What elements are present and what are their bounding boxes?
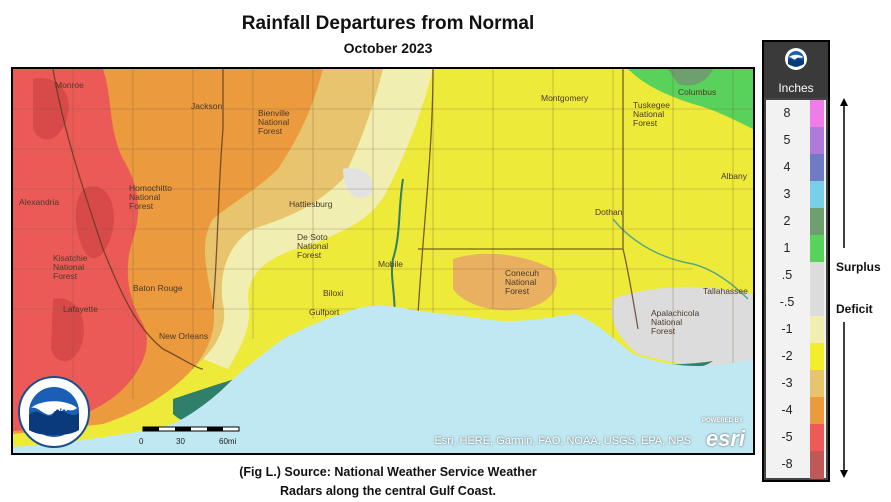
city-label: Jackson	[191, 101, 223, 111]
region-deep-red-dark	[33, 78, 114, 362]
forest-label: Homochitto National Forest	[129, 183, 172, 211]
legend-swatch	[810, 208, 824, 236]
legend-bin-label: 4	[783, 159, 791, 174]
city-label: Monroe	[55, 80, 84, 90]
legend-swatch	[810, 424, 824, 452]
scale-label-0: 0	[139, 437, 144, 446]
legend-swatch	[810, 127, 824, 155]
region-pale	[203, 69, 433, 369]
esri-powered-text: POWERED BY	[701, 418, 743, 424]
forest-label: Conecuh National Forest	[505, 268, 540, 296]
legend-swatch	[810, 397, 824, 425]
deficit-label: Deficit	[836, 302, 873, 316]
legend-swatch	[810, 181, 824, 209]
legend-unit-label: Inches	[778, 81, 814, 95]
map-view[interactable]: Monroe Jackson Bienville National Forest…	[11, 67, 755, 455]
legend-panel: Inches 8 5 4 3 2 1 .5 -.5 -1 -2 -3 -4 -5 -8	[762, 40, 830, 482]
legend-swatch	[810, 262, 824, 290]
legend-bin-label: .5	[781, 267, 793, 282]
legend-bin-label: -8	[781, 456, 793, 471]
noaa-logo: NOAA	[18, 376, 90, 448]
city-label: Gulfport	[309, 307, 340, 317]
region-surplus-ne-dark	[668, 69, 713, 86]
legend-swatch	[810, 154, 824, 182]
city-label: Biloxi	[323, 288, 344, 298]
legend-bin-label: 1	[783, 240, 791, 255]
legend-bin-label: 2	[783, 213, 791, 228]
gulf-of-mexico	[13, 305, 753, 453]
map-subtitle: October 2023	[343, 40, 433, 56]
legend-bin-label: 8	[783, 105, 791, 120]
city-label: New Orleans	[159, 331, 209, 341]
river-2	[612, 218, 749, 300]
legend-scale: 8 5 4 3 2 1 .5 -.5 -1 -2 -3 -4 -5 -8	[766, 100, 826, 479]
legend-bin-label: -2	[781, 348, 793, 363]
legend-swatch	[810, 289, 824, 317]
city-label: Tallahassee	[703, 286, 748, 296]
region-light-orange	[188, 69, 383, 374]
region-surplus-ne	[628, 69, 753, 129]
legend-header: Inches	[764, 42, 828, 98]
figure-caption: (Fig L.) Source: National Weather Servic…	[0, 463, 776, 501]
svg-text:NOAA: NOAA	[41, 403, 68, 413]
region-deep-red	[13, 69, 147, 431]
legend-bin-label: 3	[783, 186, 791, 201]
legend-swatch	[810, 100, 824, 128]
legend-swatch	[810, 343, 824, 371]
surplus-arrow-icon	[840, 98, 848, 248]
state-borders	[52, 69, 639, 370]
deficit-arrow-icon	[840, 322, 848, 478]
city-label: Mobile	[378, 259, 404, 269]
city-label: Albany	[721, 171, 747, 181]
forest-label: Apalachicola National Forest	[651, 308, 700, 336]
map-attribution[interactable]: Esri, HERE, Garmin, FAO, NOAA, USGS, EPA…	[434, 435, 691, 447]
city-label: Columbus	[678, 87, 717, 97]
legend-bin-label: -1	[781, 321, 793, 336]
map-title: Rainfall Departures from Normal	[241, 13, 535, 34]
esri-logo[interactable]: esri	[705, 426, 745, 451]
region-neutral-2	[343, 168, 373, 198]
legend-bin-label: 5	[783, 132, 791, 147]
scale-label-30: 30	[176, 437, 185, 446]
forest-label: Kisatchie National Forest	[53, 253, 88, 281]
city-label: Hattiesburg	[289, 199, 333, 209]
legend-swatch	[810, 316, 824, 344]
forest-label: Bienville National Forest	[258, 108, 290, 136]
forest-label: De Soto National Forest	[297, 232, 329, 260]
noaa-icon	[785, 48, 807, 70]
surplus-label: Surplus	[836, 260, 881, 274]
river-1	[390, 178, 404, 330]
legend-bin-label: -.5	[779, 294, 795, 309]
scale-bar	[142, 426, 240, 432]
legend-bin-label: -5	[781, 429, 793, 444]
city-label: Montgomery	[541, 93, 589, 103]
county-borders	[13, 69, 753, 409]
legend-swatch	[810, 451, 824, 479]
city-label: Alexandria	[19, 197, 60, 207]
legend-bin-label: -3	[781, 375, 793, 390]
region-orange-pocket	[453, 253, 557, 311]
city-label: Baton Rouge	[133, 283, 183, 293]
legend-bin-label: -4	[781, 402, 793, 417]
legend-swatch	[810, 235, 824, 263]
city-label: Lafayette	[63, 304, 98, 314]
caption-line-2: Radars along the central Gulf Coast.	[279, 484, 496, 498]
city-label: Dothan	[595, 207, 623, 217]
forest-label: Tuskegee National Forest	[633, 100, 671, 128]
region-neutral-1	[611, 287, 753, 369]
legend-swatch	[810, 370, 824, 398]
scale-label-60: 60mi	[219, 437, 237, 446]
caption-line-1: (Fig L.) Source: National Weather Servic…	[239, 465, 537, 479]
rainfall-map	[13, 69, 753, 453]
